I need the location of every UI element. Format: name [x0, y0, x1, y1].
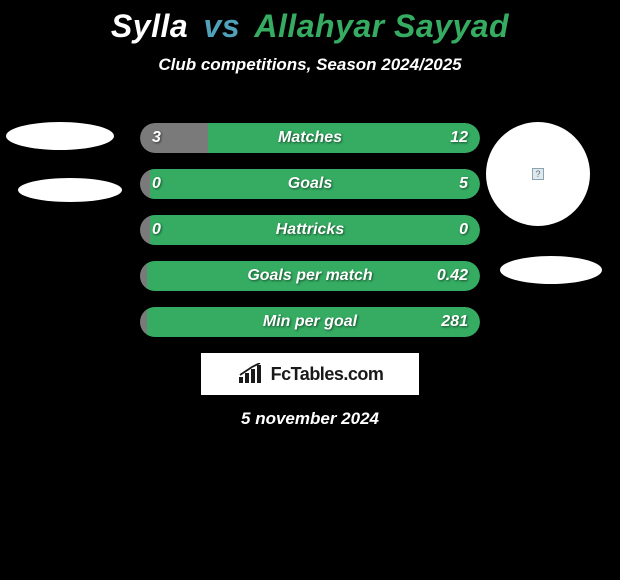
stat-label: Min per goal — [140, 307, 480, 337]
footer-date: 5 november 2024 — [0, 409, 620, 429]
comparison-subtitle: Club competitions, Season 2024/2025 — [0, 55, 620, 75]
stat-bars: 312Matches 05Goals 00Hattricks 0.42Goals pe… — [140, 123, 480, 337]
player1-name: Sylla — [111, 8, 188, 44]
decor-circle-right: ? — [486, 122, 590, 226]
brand-badge: FcTables.com — [201, 353, 419, 395]
stat-row: 05Goals — [140, 169, 480, 199]
decor-ellipse-left-2 — [18, 178, 122, 202]
stat-label: Goals per match — [140, 261, 480, 291]
comparison-title: Sylla vs Allahyar Sayyad — [0, 0, 620, 45]
stat-label: Matches — [140, 123, 480, 153]
stat-row: 281Min per goal — [140, 307, 480, 337]
brand-text: FcTables.com — [271, 364, 384, 385]
vs-label: vs — [204, 8, 241, 44]
image-placeholder-icon: ? — [532, 168, 544, 180]
stat-row: 0.42Goals per match — [140, 261, 480, 291]
stat-label: Goals — [140, 169, 480, 199]
decor-ellipse-right-1 — [500, 256, 602, 284]
decor-ellipse-left-1 — [6, 122, 114, 150]
stat-label: Hattricks — [140, 215, 480, 245]
stat-row: 00Hattricks — [140, 215, 480, 245]
player2-name: Allahyar Sayyad — [254, 8, 509, 44]
stat-row: 312Matches — [140, 123, 480, 153]
brand-chart-icon — [237, 363, 265, 385]
